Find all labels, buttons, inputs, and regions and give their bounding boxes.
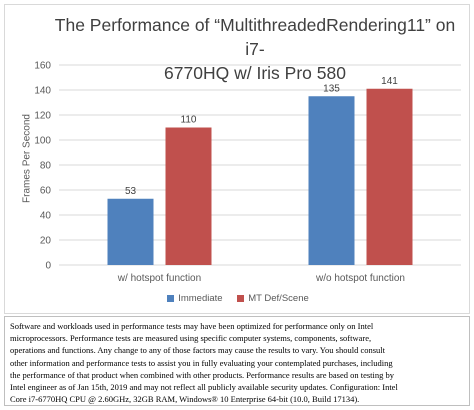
legend-swatch-mt-def-scene bbox=[237, 294, 245, 302]
legend-label-mt-def-scene: MT Def/Scene bbox=[248, 293, 309, 304]
y-tick-label: 120 bbox=[34, 111, 51, 122]
x-tick-label: w/o hotspot function bbox=[315, 273, 405, 284]
y-tick-label: 40 bbox=[40, 211, 52, 222]
disclaimer-text: Software and workloads used in performan… bbox=[4, 316, 470, 406]
disclaimer-line-4: other information and performance tests … bbox=[10, 357, 393, 368]
x-tick-label: w/ hotspot function bbox=[117, 273, 201, 284]
y-tick-label: 0 bbox=[45, 261, 51, 272]
legend-swatch-immediate bbox=[167, 294, 175, 302]
bar bbox=[366, 88, 413, 265]
data-label: 141 bbox=[381, 76, 398, 87]
data-label: 53 bbox=[125, 186, 137, 197]
y-tick-label: 60 bbox=[40, 186, 52, 197]
y-tick-label: 20 bbox=[40, 236, 52, 247]
y-tick-label: 140 bbox=[34, 86, 51, 97]
disclaimer-line-1: Software and workloads used in performan… bbox=[10, 321, 374, 331]
data-label: 135 bbox=[323, 83, 340, 94]
disclaimer-line-2: microprocessors. Performance tests are m… bbox=[10, 333, 372, 344]
legend-label-immediate: Immediate bbox=[178, 293, 223, 304]
legend-item-immediate: Immediate bbox=[167, 293, 223, 304]
bar bbox=[165, 127, 212, 265]
y-tick-label: 100 bbox=[34, 136, 51, 147]
bar bbox=[107, 198, 154, 265]
disclaimer-line-7: Core i7-6770HQ CPU @ 2.60GHz, 32GB RAM, … bbox=[10, 394, 360, 405]
chart-title-line-1: The Performance of “MultithreadedRenderi… bbox=[54, 15, 456, 59]
y-tick-label: 160 bbox=[34, 61, 51, 72]
disclaimer-line-5: the performance of that product when com… bbox=[10, 369, 395, 380]
y-tick-label: 80 bbox=[40, 161, 52, 172]
bar-chart: 0 20 40 60 80 100 120 140 160 53 110 w/ hotspot fun… bbox=[34, 61, 461, 284]
disclaimer-line-6: Intel engineer as of Jan 15th, 2019 and … bbox=[10, 382, 398, 393]
chart-container: The Performance of “MultithreadedRenderi… bbox=[4, 4, 470, 314]
disclaimer-line-3: operations and functions. Any change to … bbox=[10, 345, 386, 356]
legend-item-mt-def-scene: MT Def/Scene bbox=[237, 293, 309, 304]
data-label: 110 bbox=[181, 115, 197, 126]
legend: Immediate MT Def/Scene bbox=[5, 293, 471, 304]
bar bbox=[308, 96, 355, 265]
chart-title-line-2: 6770HQ w/ Iris Pro 580 bbox=[164, 63, 346, 83]
chart-title: The Performance of “MultithreadedRenderi… bbox=[45, 13, 465, 85]
